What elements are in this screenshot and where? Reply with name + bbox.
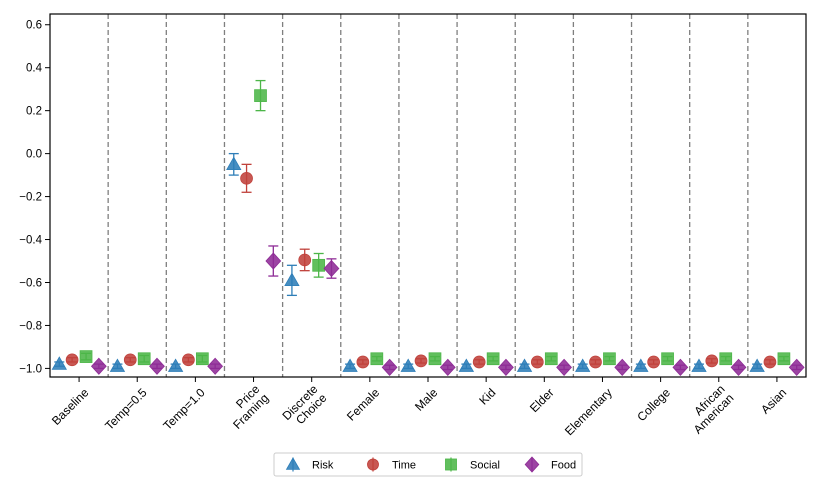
series-food bbox=[90, 245, 805, 376]
legend-item-food: Food bbox=[524, 456, 576, 473]
point-risk bbox=[516, 358, 533, 372]
legend-item-risk: Risk bbox=[285, 457, 334, 472]
legend-label: Social bbox=[470, 460, 500, 472]
point-time bbox=[647, 355, 660, 369]
point-time bbox=[182, 353, 195, 367]
series-time bbox=[65, 163, 777, 369]
point-social bbox=[777, 352, 791, 366]
y-tick-label: −0.6 bbox=[19, 277, 42, 289]
point-food bbox=[90, 357, 107, 375]
point-risk bbox=[51, 356, 67, 370]
x-tick-label: Temp=1.0 bbox=[160, 385, 208, 433]
point-risk bbox=[749, 358, 765, 372]
legend-item-time: Time bbox=[367, 457, 416, 472]
x-tick-label: Asian bbox=[758, 385, 789, 416]
plot-frame bbox=[49, 13, 807, 378]
point-food bbox=[556, 358, 572, 376]
x-tick-label: PriceFraming bbox=[221, 382, 271, 432]
legend-box bbox=[273, 452, 583, 477]
y-tick-label: 0.2 bbox=[26, 106, 42, 118]
point-risk bbox=[691, 358, 707, 372]
legend: Risk Time Social Food bbox=[273, 452, 583, 477]
point-risk bbox=[342, 358, 358, 372]
point-risk bbox=[400, 358, 416, 372]
point-risk bbox=[633, 358, 649, 372]
point-social bbox=[428, 352, 442, 366]
series-social bbox=[79, 79, 791, 366]
point-social bbox=[544, 352, 558, 366]
point-time bbox=[763, 355, 777, 369]
point-time bbox=[240, 171, 253, 185]
x-tick-label: AfricanAmerican bbox=[682, 382, 737, 437]
point-time bbox=[356, 355, 370, 369]
point-food bbox=[265, 252, 282, 270]
point-time bbox=[589, 355, 602, 369]
point-time bbox=[472, 355, 486, 369]
point-food bbox=[730, 358, 747, 376]
point-food bbox=[439, 358, 456, 376]
y-tick-label: 0.0 bbox=[26, 149, 42, 161]
y-axis: 0.6 0.4 0.2 0.0 −0.2 −0.4 −0.6 −0.8 −1.0 bbox=[19, 20, 50, 375]
point-time bbox=[65, 353, 79, 367]
point-social bbox=[254, 89, 267, 102]
legend-label: Time bbox=[392, 460, 416, 472]
point-social bbox=[486, 352, 500, 366]
x-tick-label: Temp=0.5 bbox=[102, 385, 150, 433]
point-food bbox=[149, 357, 165, 375]
legend-label: Food bbox=[551, 460, 576, 472]
point-social bbox=[603, 352, 616, 366]
legend-label: Risk bbox=[312, 460, 334, 472]
point-social bbox=[370, 352, 384, 366]
y-tick-label: 0.6 bbox=[26, 20, 42, 32]
point-risk bbox=[458, 358, 475, 372]
data-points bbox=[51, 79, 805, 376]
point-social bbox=[137, 352, 151, 366]
point-time bbox=[298, 253, 312, 267]
point-food bbox=[672, 358, 689, 376]
series-risk bbox=[51, 152, 765, 372]
point-risk bbox=[109, 358, 126, 372]
point-risk bbox=[226, 156, 242, 171]
point-risk bbox=[167, 358, 184, 372]
point-social bbox=[312, 258, 326, 272]
x-tick-label: Male bbox=[412, 385, 441, 414]
point-food bbox=[788, 358, 805, 376]
point-food bbox=[381, 358, 398, 376]
point-social bbox=[79, 350, 93, 363]
point-food bbox=[498, 358, 514, 376]
x-tick-label: Elder bbox=[527, 385, 557, 415]
circle-icon bbox=[367, 458, 379, 471]
y-tick-label: 0.4 bbox=[26, 63, 43, 75]
legend-item-social: Social bbox=[445, 457, 500, 472]
square-icon bbox=[445, 458, 457, 471]
point-risk bbox=[284, 272, 300, 286]
y-tick-label: −1.0 bbox=[19, 363, 42, 375]
x-tick-label: Elementary bbox=[562, 385, 615, 438]
point-time bbox=[414, 354, 428, 368]
x-tick-label: College bbox=[634, 385, 673, 424]
point-social bbox=[196, 352, 209, 366]
point-food bbox=[614, 358, 631, 376]
point-social bbox=[661, 352, 674, 366]
point-time bbox=[705, 354, 719, 368]
triangle-icon bbox=[285, 457, 301, 470]
x-axis: Baseline Temp=0.5 Temp=1.0 PriceFraming Disc… bbox=[49, 377, 789, 438]
y-tick-label: −0.8 bbox=[19, 320, 42, 332]
y-tick-label: −0.2 bbox=[19, 192, 42, 204]
separator-lines bbox=[107, 14, 749, 377]
x-tick-label: Kid bbox=[476, 385, 498, 407]
x-tick-label: DiscreteChoice bbox=[280, 382, 330, 432]
point-time bbox=[530, 355, 544, 369]
x-tick-label: Female bbox=[344, 385, 382, 423]
y-tick-label: −0.4 bbox=[19, 235, 42, 247]
diamond-icon bbox=[524, 456, 540, 473]
point-food bbox=[323, 259, 340, 278]
point-risk bbox=[574, 358, 591, 372]
point-social bbox=[719, 352, 733, 366]
point-food bbox=[207, 357, 224, 375]
x-tick-label: Baseline bbox=[49, 385, 92, 428]
point-time bbox=[123, 353, 137, 367]
